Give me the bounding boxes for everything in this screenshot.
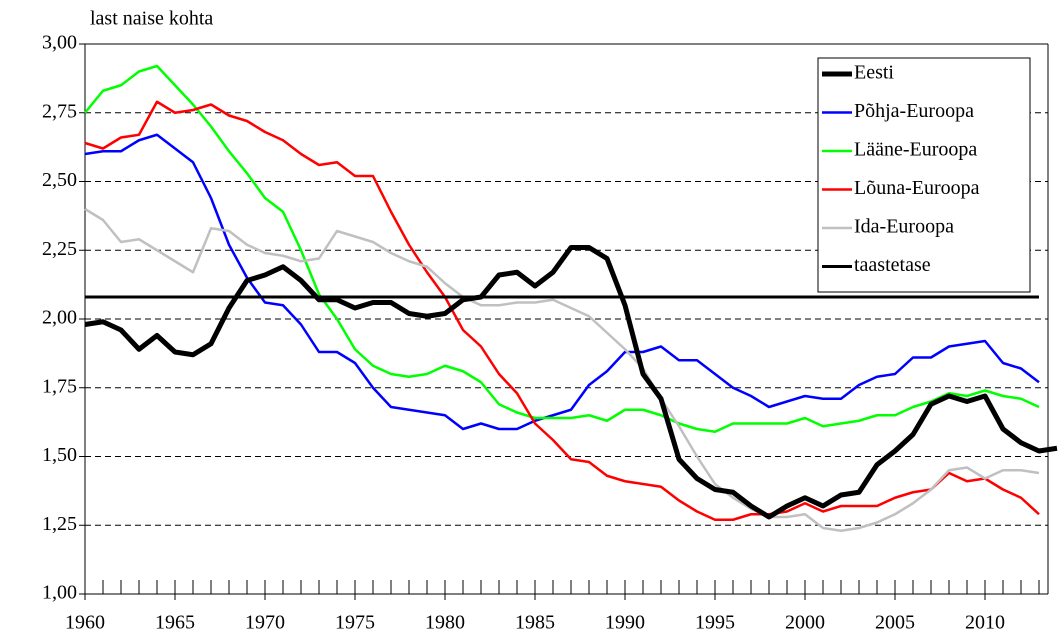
y-axis-label: last naise kohta — [90, 8, 213, 30]
x-tick-label: 1970 — [245, 612, 285, 634]
legend-label: Lääne-Euroopa — [854, 139, 977, 161]
series-line — [84, 245, 1058, 520]
series-line — [84, 133, 1040, 431]
y-tick-label: 3,00 — [42, 32, 77, 54]
y-tick-label: 1,25 — [42, 513, 77, 535]
x-tick-label: 1960 — [65, 612, 105, 634]
y-tick-label: 2,75 — [42, 100, 77, 122]
y-tick-label: 2,00 — [42, 307, 77, 329]
x-tick-label: 1975 — [335, 612, 375, 634]
y-tick-label: 2,50 — [42, 169, 77, 191]
y-tick-label: 1,50 — [42, 444, 77, 466]
x-tick-label: 2005 — [875, 612, 915, 634]
legend-box — [817, 57, 1031, 293]
legend-label: Lõuna-Euroopa — [854, 177, 980, 199]
legend-label: taastetase — [854, 254, 931, 276]
y-tick-label: 1,75 — [42, 375, 77, 397]
x-tick-label: 1990 — [605, 612, 645, 634]
x-tick-label: 1985 — [515, 612, 555, 634]
y-tick-label: 1,00 — [42, 582, 77, 604]
y-tick-label: 2,25 — [42, 238, 77, 260]
x-tick-label: 1980 — [425, 612, 465, 634]
legend-label: Põhja-Euroopa — [854, 100, 974, 122]
x-tick-label: 1965 — [155, 612, 195, 634]
x-tick-label: 1995 — [695, 612, 735, 634]
series-line — [84, 64, 1040, 433]
series-line — [84, 207, 1040, 532]
x-tick-label: 2000 — [785, 612, 825, 634]
legend-label: Eesti — [854, 62, 894, 84]
x-tick-label: 2010 — [965, 612, 1005, 634]
series-line — [84, 100, 1040, 521]
legend-label: Ida-Euroopa — [854, 216, 954, 238]
